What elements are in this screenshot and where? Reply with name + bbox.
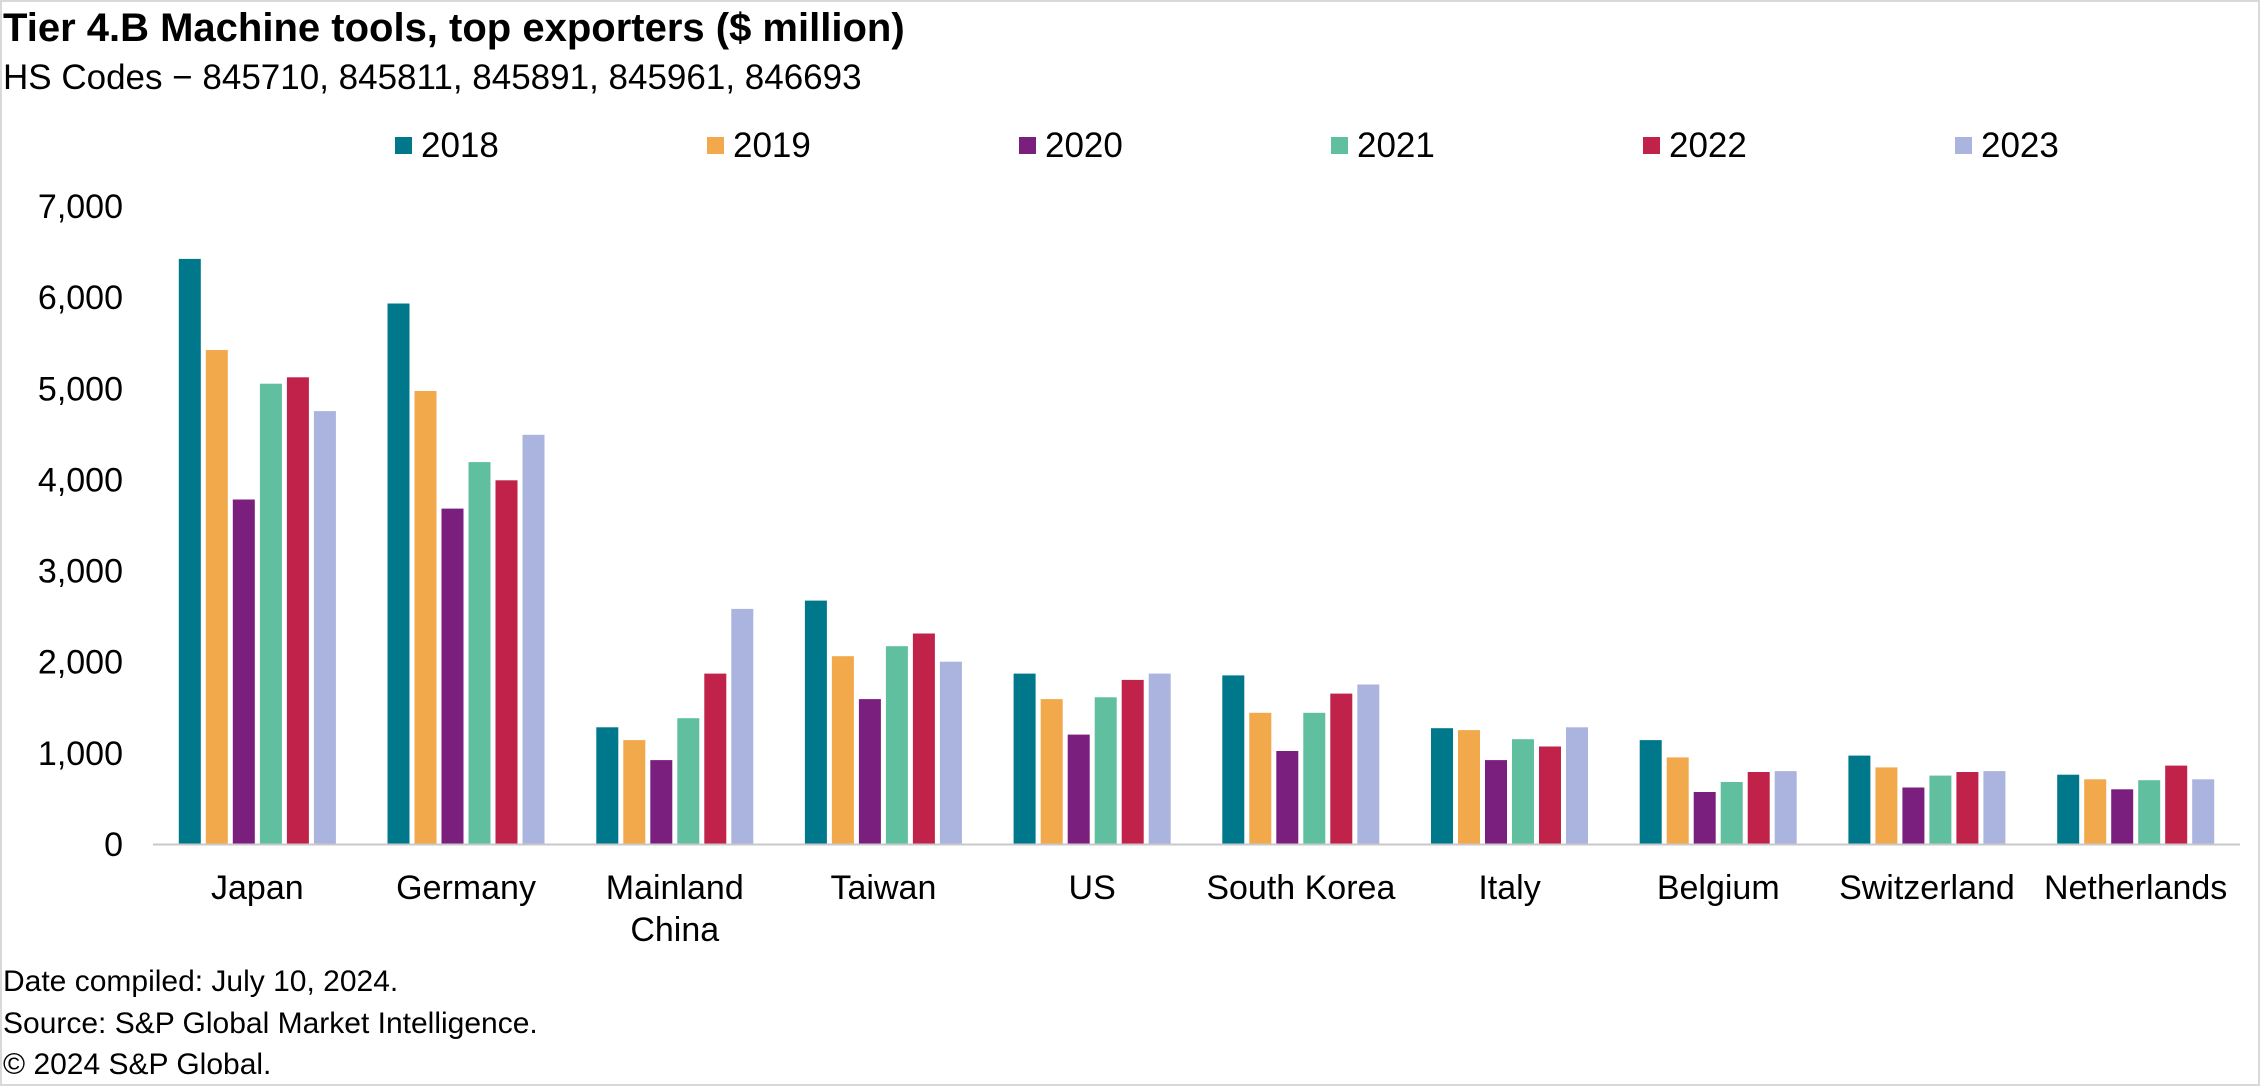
bar-2018-taiwan bbox=[804, 600, 827, 844]
x-tick-label: Mainland bbox=[606, 869, 744, 907]
legend-label-2019: 2019 bbox=[733, 126, 811, 165]
x-tick-label: Japan bbox=[211, 869, 304, 907]
bar-2018-us bbox=[1013, 673, 1036, 844]
bar-2021-us bbox=[1094, 697, 1117, 844]
bar-2023-mainland-china bbox=[731, 608, 754, 844]
legend-label-2021: 2021 bbox=[1357, 126, 1435, 165]
bar-2023-germany bbox=[522, 434, 545, 844]
y-tick-label: 1,000 bbox=[38, 735, 123, 773]
bar-2018-netherlands bbox=[2057, 774, 2080, 844]
bar-2021-netherlands bbox=[2138, 780, 2161, 844]
bar-2020-taiwan bbox=[858, 699, 881, 844]
bar-2020-netherlands bbox=[2111, 789, 2134, 844]
bar-2022-japan bbox=[286, 377, 309, 844]
legend-label-2020: 2020 bbox=[1045, 126, 1123, 165]
x-tick-label: US bbox=[1069, 869, 1116, 907]
bar-2021-japan bbox=[259, 383, 282, 844]
bar-2022-us bbox=[1121, 679, 1144, 844]
bar-2021-switzerland bbox=[1929, 775, 1952, 844]
bar-2019-italy bbox=[1458, 730, 1480, 844]
bar-2023-italy bbox=[1566, 727, 1588, 844]
bar-2018-south-korea bbox=[1222, 675, 1245, 844]
bar-2020-south-korea bbox=[1276, 751, 1299, 844]
bar-2019-germany bbox=[414, 391, 437, 844]
bar-2020-japan bbox=[232, 499, 255, 844]
bar-2018-mainland-china bbox=[596, 727, 619, 844]
source-note: Source: S&P Global Market Intelligence. bbox=[3, 1007, 538, 1040]
bar-2021-south-korea bbox=[1303, 712, 1326, 844]
chart-title: Tier 4.B Machine tools, top exporters ($… bbox=[3, 6, 905, 50]
bar-2020-us bbox=[1067, 734, 1090, 844]
bar-2023-switzerland bbox=[1983, 771, 2006, 844]
bar-2022-south-korea bbox=[1330, 693, 1353, 844]
bar-2023-south-korea bbox=[1357, 684, 1380, 844]
bar-2022-italy bbox=[1539, 746, 1561, 844]
x-tick-label: Taiwan bbox=[831, 869, 937, 907]
x-tick-label: China bbox=[630, 911, 719, 949]
legend-swatch-2021 bbox=[1331, 137, 1348, 154]
date-compiled-note: Date compiled: July 10, 2024. bbox=[3, 965, 399, 998]
bar-2022-netherlands bbox=[2165, 765, 2188, 844]
bar-2022-germany bbox=[495, 480, 518, 844]
copyright-note: © 2024 S&P Global. bbox=[3, 1048, 272, 1081]
bar-2020-belgium bbox=[1693, 792, 1716, 844]
bar-2022-belgium bbox=[1747, 772, 1770, 844]
bar-2019-belgium bbox=[1666, 757, 1689, 844]
legend-swatch-2022 bbox=[1643, 137, 1660, 154]
bar-2023-taiwan bbox=[939, 661, 962, 844]
bar-2023-us bbox=[1148, 673, 1171, 844]
legend-swatch-2018 bbox=[395, 137, 412, 154]
bar-2022-taiwan bbox=[912, 633, 935, 844]
bar-2020-germany bbox=[441, 508, 464, 844]
legend-label-2023: 2023 bbox=[1981, 126, 2059, 165]
bar-2019-taiwan bbox=[831, 656, 854, 844]
bar-2023-japan bbox=[313, 411, 336, 844]
bar-2021-mainland-china bbox=[677, 718, 700, 844]
y-tick-label: 7,000 bbox=[38, 188, 123, 226]
x-tick-label: South Korea bbox=[1206, 869, 1395, 907]
legend-swatch-2020 bbox=[1019, 137, 1036, 154]
legend-label-2018: 2018 bbox=[421, 126, 499, 165]
bar-2021-taiwan bbox=[885, 646, 908, 844]
chart-subtitle: HS Codes − 845710, 845811, 845891, 84596… bbox=[3, 58, 862, 97]
bar-2019-us bbox=[1040, 699, 1063, 844]
x-tick-label: Italy bbox=[1478, 869, 1540, 907]
bar-2019-netherlands bbox=[2084, 779, 2107, 844]
y-tick-label: 4,000 bbox=[38, 461, 123, 499]
bar-2018-switzerland bbox=[1848, 755, 1871, 844]
x-tick-label: Switzerland bbox=[1839, 869, 2015, 907]
y-tick-label: 3,000 bbox=[38, 553, 123, 591]
bar-2021-germany bbox=[468, 462, 491, 844]
bar-chart: 0 1,000 2,000 3,000 4,000 5,000 6,000 7,000 Japa… bbox=[38, 126, 2240, 949]
bar-2019-japan bbox=[205, 350, 228, 844]
y-tick-label: 0 bbox=[104, 826, 123, 864]
bar-2019-mainland-china bbox=[623, 740, 646, 844]
bar-2023-belgium bbox=[1774, 771, 1797, 844]
y-tick-label: 5,000 bbox=[38, 370, 123, 408]
bar-2023-netherlands bbox=[2192, 779, 2215, 844]
x-tick-label: Germany bbox=[396, 869, 536, 907]
bar-2022-switzerland bbox=[1956, 772, 1979, 844]
bar-2020-mainland-china bbox=[650, 760, 673, 844]
x-tick-label: Netherlands bbox=[2044, 869, 2227, 907]
legend-swatch-2023 bbox=[1955, 137, 1972, 154]
bar-2019-south-korea bbox=[1249, 712, 1272, 844]
bar-2020-italy bbox=[1485, 760, 1507, 844]
bar-2020-switzerland bbox=[1902, 787, 1925, 844]
y-tick-label: 6,000 bbox=[38, 279, 123, 317]
bar-2021-italy bbox=[1512, 739, 1534, 844]
bar-2018-japan bbox=[178, 258, 201, 844]
bar-2021-belgium bbox=[1720, 782, 1743, 844]
y-tick-label: 2,000 bbox=[38, 644, 123, 682]
x-tick-label: Belgium bbox=[1657, 869, 1780, 907]
bar-2022-mainland-china bbox=[704, 673, 727, 844]
bar-2019-switzerland bbox=[1875, 767, 1898, 844]
bar-2018-germany bbox=[387, 303, 410, 844]
bar-2018-belgium bbox=[1639, 740, 1662, 844]
legend-label-2022: 2022 bbox=[1669, 126, 1747, 165]
bar-2018-italy bbox=[1431, 728, 1453, 844]
legend-swatch-2019 bbox=[707, 137, 724, 154]
